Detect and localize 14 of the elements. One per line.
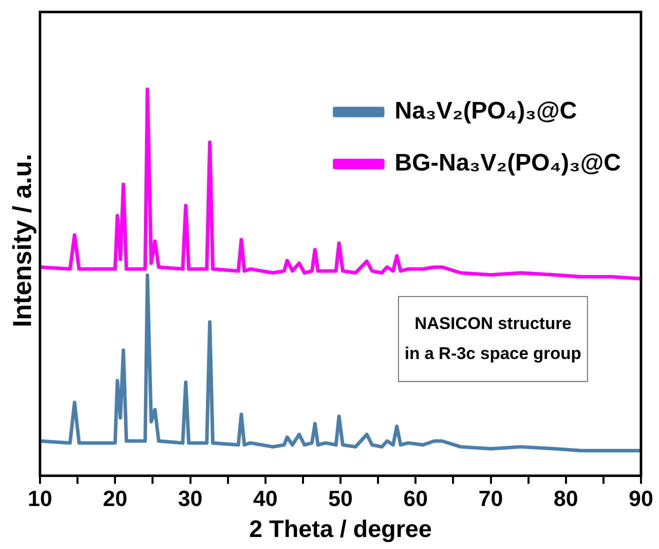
x-tick-label: 70 <box>478 486 503 512</box>
x-axis-title: 2 Theta / degree <box>249 516 432 544</box>
x-tick-label: 10 <box>28 486 52 512</box>
x-tick-label: 80 <box>554 486 578 512</box>
x-tick-label: 20 <box>102 486 128 512</box>
y-axis-title: Intensity / a.u. <box>6 153 38 327</box>
x-tick-label: 30 <box>178 486 202 512</box>
x-tick-label: 90 <box>628 486 654 512</box>
legend-label: BG-Na₃V₂(PO₄)₃@C <box>394 150 622 177</box>
x-tick-label: 60 <box>403 486 428 512</box>
annotation: NASICON structure in a R-3c space group <box>398 296 588 382</box>
x-tick-label: 50 <box>328 486 353 512</box>
x-tick-label: 40 <box>253 486 278 512</box>
legend-label: Na₃V₂(PO₄)₃@C <box>394 98 578 125</box>
